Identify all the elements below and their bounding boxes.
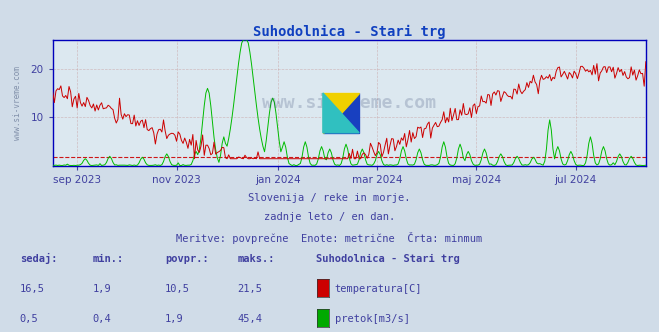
Title: Suhodolnica - Stari trg: Suhodolnica - Stari trg [253,25,445,39]
Text: 10,5: 10,5 [165,284,190,294]
Text: min.:: min.: [92,254,123,264]
Text: temperatura[C]: temperatura[C] [335,284,422,294]
Text: Suhodolnica - Stari trg: Suhodolnica - Stari trg [316,254,460,264]
Text: zadnje leto / en dan.: zadnje leto / en dan. [264,212,395,222]
Text: povpr.:: povpr.: [165,254,208,264]
Text: 1,9: 1,9 [92,284,111,294]
Text: Slovenija / reke in morje.: Slovenija / reke in morje. [248,193,411,203]
Text: Meritve: povprečne  Enote: metrične  Črta: minmum: Meritve: povprečne Enote: metrične Črta:… [177,232,482,244]
Text: www.si-vreme.com: www.si-vreme.com [262,94,436,112]
Polygon shape [323,93,359,133]
Polygon shape [323,93,359,133]
Polygon shape [323,93,359,133]
Text: pretok[m3/s]: pretok[m3/s] [335,314,410,324]
Text: 0,4: 0,4 [92,314,111,324]
Text: 45,4: 45,4 [237,314,262,324]
Text: www.si-vreme.com: www.si-vreme.com [13,66,22,140]
Polygon shape [323,93,359,133]
Text: sedaj:: sedaj: [20,253,57,264]
Text: 16,5: 16,5 [20,284,45,294]
Text: 0,5: 0,5 [20,314,38,324]
Text: 1,9: 1,9 [165,314,183,324]
Text: maks.:: maks.: [237,254,275,264]
Text: 21,5: 21,5 [237,284,262,294]
